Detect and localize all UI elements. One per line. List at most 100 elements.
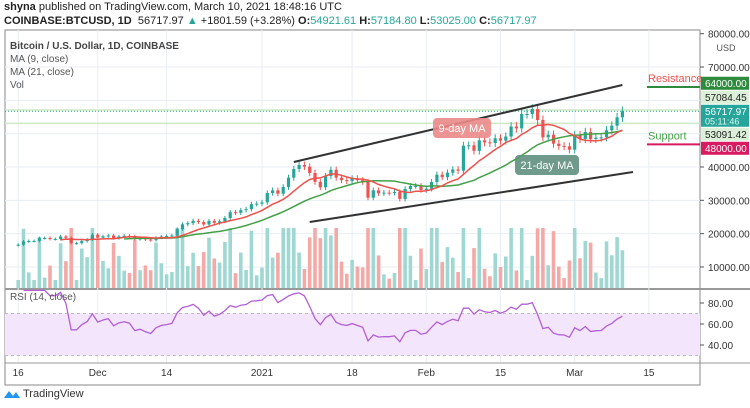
candle-body: [562, 145, 566, 147]
legend-ma9[interactable]: MA (9, close): [10, 54, 69, 65]
published-text: published on TradingView.com, March 10, …: [38, 1, 342, 13]
candle-body: [557, 143, 561, 146]
candle-body: [271, 190, 275, 193]
candle-body: [170, 235, 174, 237]
candle-body: [16, 244, 20, 246]
volume-bar: [604, 241, 609, 288]
price-label-text: 57084.45: [705, 93, 747, 104]
volume-bar: [138, 270, 142, 288]
volume-bar: [493, 253, 497, 288]
candle-body: [228, 212, 232, 218]
candle-body: [339, 177, 344, 181]
date-tick-label: 18: [347, 368, 359, 379]
low-value: 53025.00: [430, 15, 477, 27]
volume-bar: [186, 266, 190, 288]
price-label-badge: [701, 141, 749, 155]
last-price: 56717.97: [137, 15, 184, 27]
volume-bar: [440, 262, 444, 288]
volume-bar: [535, 228, 540, 288]
volume-bar: [276, 252, 280, 288]
candle-body: [440, 174, 444, 178]
legend-ma21[interactable]: MA (21, close): [10, 67, 74, 78]
candle-body: [504, 136, 508, 141]
candle-body: [165, 236, 169, 238]
volume-bar: [419, 248, 423, 288]
candle-body: [37, 238, 41, 241]
volume-bar: [286, 228, 291, 288]
publisher[interactable]: shyna: [4, 1, 36, 13]
volume-bar: [323, 228, 328, 288]
candle-body: [74, 243, 79, 245]
date-tick-label: Dec: [89, 368, 107, 379]
volume-bar: [74, 280, 79, 288]
publish-info: shyna published on TradingView.com, Marc…: [4, 1, 342, 13]
volume-bar: [233, 273, 238, 288]
volume-bar: [64, 261, 68, 288]
candle-body: [392, 191, 397, 193]
candle-body: [546, 134, 550, 138]
volume-bar: [292, 228, 296, 288]
candle-body: [382, 192, 386, 194]
candle-body: [589, 131, 593, 139]
up-arrow-icon: ▲: [186, 15, 198, 27]
volume-bar: [196, 266, 201, 288]
volume-bar: [451, 257, 455, 288]
candle-body: [387, 192, 391, 194]
volume-bar: [122, 270, 126, 288]
volume-bar: [175, 228, 179, 288]
volume-bar: [95, 238, 100, 288]
volume-bar: [244, 270, 248, 288]
volume-bar: [201, 252, 206, 288]
tradingview-logo[interactable]: TradingView: [4, 388, 84, 400]
volume-bar: [90, 228, 95, 288]
candle-body: [244, 209, 248, 211]
candle-body: [265, 192, 269, 203]
candle-body: [498, 138, 503, 141]
candle-body: [43, 237, 47, 239]
volume-bar: [281, 228, 285, 288]
annotation-label: 21-day MA: [520, 160, 574, 172]
candle-body: [69, 237, 73, 244]
symbol: COINBASE:BTCUSD, 1D: [4, 15, 132, 27]
volume-bar: [307, 237, 312, 288]
price-tick-label: 80000.00: [708, 30, 750, 41]
candle-body: [101, 236, 105, 238]
candle-body: [509, 126, 513, 137]
price-label-text: 56717.97: [705, 107, 747, 118]
candle-body: [122, 235, 126, 237]
candle-body: [106, 235, 110, 237]
candle-body: [514, 126, 518, 129]
legend-rsi[interactable]: RSI (14, close): [10, 292, 77, 303]
volume-bar: [610, 255, 614, 288]
volume-bar: [249, 230, 254, 288]
rsi-tick-label: 80.00: [708, 299, 733, 310]
candle-body: [53, 238, 57, 240]
candle-body: [286, 177, 291, 187]
volume-bar: [228, 228, 232, 288]
volume-bar: [572, 228, 577, 288]
volume-bar: [504, 256, 508, 288]
candle-body: [149, 239, 153, 241]
tradingview-logo-icon: [4, 391, 20, 398]
date-tick-label: 16: [13, 368, 25, 379]
volume-bar: [466, 278, 471, 288]
volume-bar: [498, 267, 503, 288]
candle-body: [615, 117, 619, 126]
candle-body: [599, 137, 603, 139]
candle-body: [196, 220, 200, 223]
candle-body: [435, 174, 439, 182]
volume-bar: [578, 258, 582, 288]
candle-body: [133, 236, 137, 240]
volume-bar: [85, 257, 89, 288]
legend-vol[interactable]: Vol: [10, 80, 24, 91]
price-tick-label: 10000.00: [708, 263, 750, 274]
volume-bar: [551, 231, 556, 288]
brand-name: TradingView: [23, 388, 84, 400]
volume-bar: [519, 228, 524, 288]
candle-body: [345, 180, 349, 182]
candle-body: [483, 140, 487, 143]
volume-bar: [530, 255, 535, 288]
volume-bar: [477, 228, 482, 288]
candle-body: [456, 169, 460, 171]
